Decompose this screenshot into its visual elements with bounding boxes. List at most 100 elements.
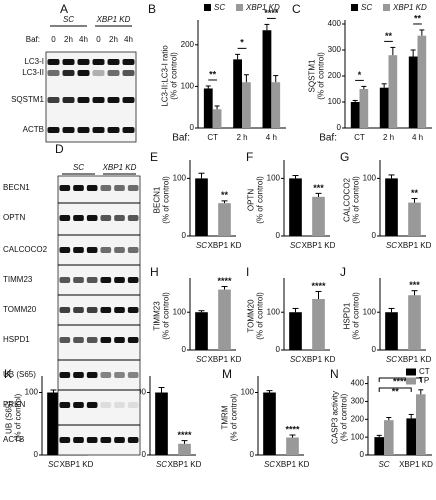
legend-label: TP [419,376,429,385]
band [62,97,75,103]
y-tick-label: 100 [25,388,39,397]
y-tick-label: 100 [328,97,342,106]
panel-letter: J [340,265,346,279]
band [73,437,84,443]
sig-bracket [378,377,422,382]
band [86,337,98,343]
x-tick-label: SC [196,241,207,250]
y-tick-label: 0 [276,231,281,240]
row-label: CALCOCO2 [3,245,48,254]
band [62,70,75,76]
x-tick-label: SC [290,355,301,364]
x-tick-label: 4 h [412,133,423,142]
band [86,307,98,313]
bar [178,443,191,455]
y-axis-label: UB (S65) [4,401,13,434]
legend-swatch [383,4,390,11]
significance: **** [264,8,279,18]
bar [359,89,369,128]
x-tick-label: 4 h [266,133,277,142]
significance: **** [393,376,408,386]
y-axis-label: TIMM23 [152,301,161,331]
y-axis-label: OPTN [246,189,255,211]
x-tick-label: SC [386,355,397,364]
band [77,59,90,65]
bar [195,312,208,350]
band [100,337,112,343]
y-tick-label: 100 [241,388,255,397]
legend-swatch [236,4,243,11]
x-tick-label: XBP1 KD [399,460,433,469]
band [73,337,84,343]
band [127,402,139,408]
y-tick-label: 100 [267,307,281,316]
band [92,59,105,65]
y-tick-label: 400 [351,379,365,388]
y-tick-label: 0 [190,123,195,132]
y-tick-label: 300 [328,45,342,54]
band [73,247,84,253]
row-label: UB (S65) [3,370,36,379]
band [77,127,90,133]
y-tick-label: 0 [250,450,255,459]
significance: **** [311,281,326,291]
significance: * [358,70,362,80]
band [86,437,98,443]
band [122,127,135,133]
band [127,307,139,313]
y-tick-label: 0 [34,450,39,459]
y-axis-label: LC3-II:LC3-I ratio [160,45,169,107]
band [47,59,60,65]
y-axis-label: BECN1 [152,186,161,213]
band [59,337,71,343]
band [73,277,84,283]
band [114,185,125,191]
bar [385,178,398,236]
band [59,402,71,408]
y-tick-label: 0 [142,450,147,459]
y-tick-label: 100 [267,174,281,183]
band [62,127,75,133]
band [86,185,98,191]
bar [408,295,421,350]
bar [379,87,389,128]
y-tick-label: 200 [181,40,195,49]
bar [408,202,421,236]
band [114,307,125,313]
bar [417,35,427,129]
band [73,307,84,313]
band [59,437,71,443]
band [114,437,125,443]
row-label: HSPD1 [3,335,30,344]
row-label: TOMM20 [3,305,37,314]
significance: ** [392,386,400,396]
bar [385,312,398,350]
band [47,97,60,103]
band [47,70,60,76]
significance: ** [411,188,419,198]
bar [195,178,208,236]
x-tick-label: XBP1 KD [398,355,432,364]
y-axis-label: TMRM [220,405,229,429]
bar [384,420,394,455]
panel-letter: D [55,142,64,156]
bar [218,203,231,236]
panel-letter: B [148,2,156,16]
legend-label: XBP1 KD [392,3,427,12]
y-axis-label: (% of control) [13,393,22,441]
panel-letter: F [246,150,253,164]
group-label: SC [63,15,74,24]
panel-letter: G [340,150,349,164]
legend-swatch [406,377,416,385]
band [114,372,125,378]
y-axis-label: (% of control) [255,292,264,340]
row-label: BECN1 [3,183,30,192]
x-tick-label: SC [290,241,301,250]
y-axis-label: CALCOCO2 [342,177,351,222]
significance: * [240,38,244,48]
band [59,247,71,253]
panel-letter: E [150,150,158,164]
panel-letter: N [330,367,339,381]
legend-label: XBP1 KD [245,3,280,12]
x-tick-label: 2 h [236,133,247,142]
